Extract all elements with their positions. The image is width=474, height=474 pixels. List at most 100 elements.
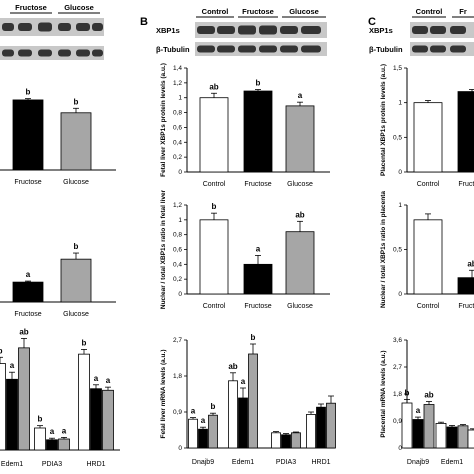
C_mrna-y-tick-label: 3,6 bbox=[393, 337, 402, 344]
A_mrna-bar-2-0 bbox=[78, 353, 90, 451]
blot-b-tubulin-band bbox=[301, 45, 321, 53]
blot-b-tubulin-label: β-Tubulin bbox=[156, 45, 190, 54]
A_mrna-x-tick-label: Edem1 bbox=[1, 461, 23, 468]
B_mrna-y-tick-label: 2,7 bbox=[173, 337, 182, 344]
B_protein-y-tick-label: 0,8 bbox=[173, 110, 182, 117]
B_mrna-x-tick-label: PDIA3 bbox=[276, 459, 296, 466]
A_ratio-x-tick-label: Fructose bbox=[14, 311, 41, 318]
B_mrna-bar-1-1 bbox=[238, 397, 248, 449]
blot-c-group-control: Control bbox=[416, 7, 443, 16]
B_mrna-sig-label-1-0: ab bbox=[228, 362, 237, 371]
A_mrna-sig-label-0-1: a bbox=[10, 361, 15, 370]
A_mrna-sig-label-0-0: b bbox=[0, 346, 3, 355]
A_ratio-sig-label-0: a bbox=[26, 270, 31, 279]
B_protein-sig-label-1: b bbox=[256, 79, 261, 88]
C_mrna-sig-label-0-1: a bbox=[416, 406, 421, 415]
C_mrna-bar-1-2 bbox=[457, 425, 469, 449]
B_protein-bar-0 bbox=[199, 97, 229, 173]
C_protein-y-tick-label: 0,5 bbox=[393, 134, 402, 141]
B_ratio-bar-0 bbox=[199, 219, 229, 295]
B_ratio-bar-1 bbox=[243, 263, 273, 295]
B_protein-y-tick-label: 1,2 bbox=[173, 80, 182, 87]
B_protein-y-axis-label: Fetal liver XBP1s protein levels (a.u.) bbox=[160, 63, 167, 177]
B_mrna-y-axis-label: Fetal liver mRNA levels (a.u.) bbox=[160, 350, 167, 439]
C_ratio-bar-0 bbox=[413, 219, 443, 295]
panel-label-c: C bbox=[368, 16, 376, 28]
B_protein-sig-label-0: ab bbox=[209, 82, 218, 91]
B_mrna-x-tick-label: HRD1 bbox=[311, 459, 330, 466]
B_protein-y-tick-label: 0,6 bbox=[173, 124, 182, 131]
blot-b-xbp1s-label: XBP1s bbox=[156, 26, 180, 35]
C_ratio-sig-label-1: ab bbox=[467, 259, 474, 268]
blot-b-xbp1s-band bbox=[238, 25, 256, 35]
C_protein-y-tick-label: 1,5 bbox=[393, 65, 402, 72]
B_mrna-bar-0-1 bbox=[198, 428, 208, 449]
blot-c-xbp1s-label: XBP1s bbox=[369, 26, 393, 35]
A_mrna-bar-2-2 bbox=[102, 389, 114, 451]
A_mrna-sig-label-2-2: a bbox=[106, 376, 111, 385]
B_mrna-sig-label-1-2: b bbox=[251, 333, 256, 342]
C_mrna-y-axis-label: Placental mRNA levels (a.u.) bbox=[380, 350, 387, 437]
C_ratio-x-tick-label: Control bbox=[417, 303, 440, 310]
C_mrna-y-tick-label: 0 bbox=[398, 445, 402, 452]
B_protein-bar-2 bbox=[285, 105, 315, 173]
A_mrna-sig-label-1-0: b bbox=[38, 415, 43, 424]
A_mrna-bar-2-1 bbox=[90, 388, 102, 451]
B_mrna-bar-0-2 bbox=[208, 414, 218, 449]
B_ratio-y-tick-label: 0 bbox=[178, 291, 182, 298]
blot-c-tubulin-label: β-Tubulin bbox=[369, 45, 403, 54]
A_mrna-bar-0-1 bbox=[6, 378, 18, 451]
blot-a-xbp1s-band bbox=[38, 22, 52, 32]
B_mrna-bar-2-1 bbox=[281, 434, 291, 449]
C_mrna-bar-2-0 bbox=[467, 429, 474, 449]
C_protein-x-tick-label: Control bbox=[417, 181, 440, 188]
A_mrna-sig-label-1-1: a bbox=[50, 427, 55, 436]
blot-b-xbp1s-band bbox=[280, 26, 298, 34]
blot-c-tubulin-band bbox=[412, 45, 428, 53]
B_protein-x-tick-label: Glucose bbox=[287, 181, 313, 188]
B_mrna-sig-label-0-0: a bbox=[191, 407, 196, 416]
B_ratio-y-tick-label: 1 bbox=[178, 217, 182, 224]
C_mrna-sig-label-0-0: b bbox=[405, 388, 410, 397]
B_mrna-y-tick-label: 0,9 bbox=[173, 409, 182, 416]
blot-a-xbp1s-band bbox=[18, 23, 32, 31]
C_ratio-y-tick-label: 0 bbox=[398, 291, 402, 298]
B_mrna-sig-label-0-1: a bbox=[201, 416, 206, 425]
B_mrna-y-tick-label: 0 bbox=[178, 445, 182, 452]
B_ratio-sig-label-0: b bbox=[212, 202, 217, 211]
B_protein-x-tick-label: Fructose bbox=[244, 181, 271, 188]
C_protein-x-tick-label: Fructose bbox=[458, 181, 474, 188]
B_ratio-x-tick-label: Fructose bbox=[244, 303, 271, 310]
blot-a-xbp1s-band bbox=[2, 23, 14, 31]
B_ratio-x-tick-label: Control bbox=[203, 303, 226, 310]
blot-b-xbp1s-band bbox=[217, 26, 235, 34]
C_mrna-bar-0-1 bbox=[412, 419, 424, 449]
blot-b-tubulin-band bbox=[217, 45, 235, 53]
blot-c-xbp1s-band bbox=[430, 26, 446, 34]
A_mrna-x-tick-label: PDIA3 bbox=[42, 461, 62, 468]
blot-a-group-glucose: Glucose bbox=[64, 3, 94, 12]
C_mrna-bar-1-1 bbox=[446, 426, 458, 449]
B_protein-y-tick-label: 1 bbox=[178, 95, 182, 102]
B_ratio-y-tick-label: 0,2 bbox=[173, 276, 182, 283]
B_protein-bar-1 bbox=[243, 90, 273, 173]
C_protein-y-tick-label: 0 bbox=[398, 169, 402, 176]
B_ratio-y-tick-label: 0,6 bbox=[173, 247, 182, 254]
A_ratio-sig-label-1: b bbox=[74, 242, 79, 251]
C_mrna-x-tick-label: Dnajb9 bbox=[407, 459, 429, 466]
A_protein-sig-label-0: b bbox=[26, 88, 31, 97]
blot-a-xbp1s-band bbox=[92, 23, 103, 31]
blot-c-tubulin-band bbox=[450, 45, 466, 53]
blot-b-tubulin-band bbox=[197, 45, 215, 53]
B_mrna-sig-label-0-2: b bbox=[211, 402, 216, 411]
A_protein-bar-0 bbox=[12, 99, 44, 171]
C_protein-bar-1 bbox=[457, 91, 474, 173]
blot-b-xbp1s-band bbox=[197, 26, 215, 34]
A_ratio-bar-0 bbox=[12, 281, 44, 303]
B_mrna-bar-3-0 bbox=[306, 413, 316, 449]
A_mrna-sig-label-2-0: b bbox=[82, 338, 87, 347]
blot-a-tubulin-band bbox=[38, 49, 52, 57]
B_protein-y-tick-label: 0,4 bbox=[173, 139, 182, 146]
B_ratio-y-tick-label: 0,8 bbox=[173, 232, 182, 239]
B_ratio-y-axis-label: Nuclear / total XBP1s ratio in fetal liv… bbox=[160, 189, 167, 309]
